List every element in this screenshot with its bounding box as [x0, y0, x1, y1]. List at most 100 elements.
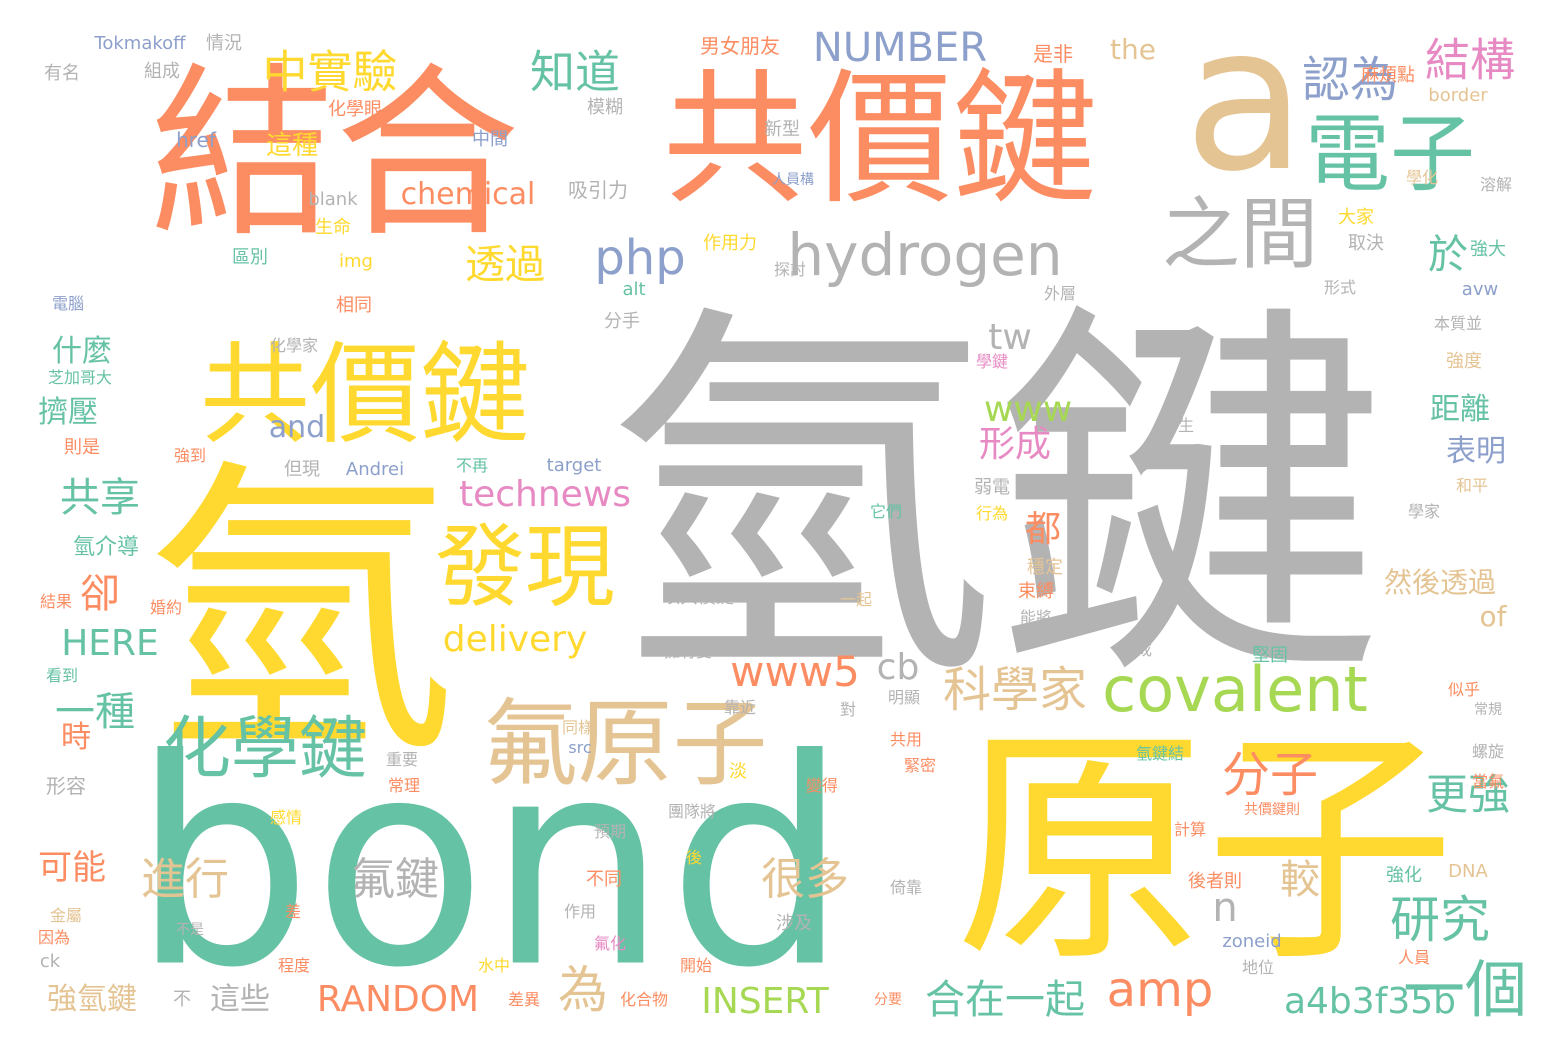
word-andrei: Andrei [345, 459, 405, 480]
word-to: 對 [839, 700, 857, 719]
word-compose: 組成 [144, 61, 180, 82]
word-at: 於 [1428, 232, 1468, 278]
word-has-double: 擁有雙 [663, 642, 713, 661]
word-poor: 差 [284, 902, 302, 921]
word-new-type: 新型 [764, 119, 800, 140]
word-obvious: 明顯 [887, 688, 921, 707]
word-fluorine-atom: 氟原子 [482, 689, 768, 800]
word-delivery: delivery [442, 619, 588, 660]
word-all: 都 [1024, 509, 1062, 550]
word-expect: 預期 [593, 822, 627, 841]
word-covalent-bond-orange: 共價鍵 [662, 55, 1098, 225]
word-status: 地位 [1241, 958, 1275, 977]
word-blank: blank [308, 189, 358, 210]
word-result: 結果 [39, 592, 73, 611]
word-hydrogen-bond-zh: 氫鍵 [605, 273, 1385, 727]
word-hmediated: 氫介導 [72, 535, 140, 560]
word-shared: 共用 [889, 730, 923, 749]
word-target: target [546, 455, 602, 476]
word-occur: 發生 [1161, 416, 1195, 435]
word-alt: alt [622, 279, 646, 300]
word-dissolve: 溶解 [1479, 175, 1513, 194]
word-routine: 常規 [1474, 702, 1502, 718]
word-strong-to: 強到 [173, 446, 207, 465]
word-scholar: 學家 [1407, 502, 1441, 521]
word-powerful: 強大 [1470, 239, 1506, 260]
word-split: 分要 [874, 992, 902, 1008]
word-a: a [1183, 0, 1307, 216]
word-strengthen: 強化 [1386, 865, 1422, 886]
word-a4b3f35b: a4b3f35b [1283, 981, 1457, 1022]
word-force: 作用力 [703, 233, 757, 254]
word-depend: 取決 [1348, 233, 1384, 254]
word-share: 共享 [60, 475, 140, 521]
word-chem2: 學化 [1405, 168, 1439, 187]
word-because: 因為 [37, 928, 71, 947]
word-but-now: 但現 [284, 459, 320, 480]
word-www: www [983, 389, 1073, 430]
word-fluoride: 氟化 [593, 934, 627, 953]
word-here: HERE [61, 623, 159, 664]
word-chem-eye: 化學眼 [328, 99, 382, 120]
word-constitute: 構成 [1119, 640, 1153, 659]
word-when-fluorine: 當氟 [1471, 772, 1505, 791]
word-behavior: 行為 [975, 504, 1009, 523]
word-border: border [1428, 85, 1488, 106]
word-molecule: 分子 [1221, 747, 1319, 803]
word-insert: INSERT [701, 981, 829, 1022]
word-think: 認為 [1301, 52, 1399, 108]
word-covalent: covalent [1102, 653, 1368, 726]
word-important: 重要 [385, 750, 419, 769]
word-possible: 可能 [38, 848, 106, 888]
word-rely: 倚靠 [889, 878, 923, 897]
word-amp: amp [1106, 962, 1214, 1018]
word-random: RANDOM [316, 979, 480, 1020]
word-likewise: 同樣 [561, 718, 595, 737]
word-stable: 穩定 [1027, 557, 1063, 578]
word-one-kind: 一種 [55, 689, 135, 735]
word-attraction: 吸引力 [568, 178, 628, 202]
word-in-experiment: 中實驗 [262, 45, 398, 99]
word-hydrogen: hydrogen [787, 221, 1063, 289]
word-after: 後 [685, 848, 703, 867]
word-n: n [1212, 885, 1238, 931]
word-latter: 後者則 [1188, 871, 1242, 892]
word-squeeze: 擠壓 [38, 395, 98, 430]
word-form2: 形式 [1323, 278, 1357, 297]
word-weak-elec: 弱電 [974, 477, 1010, 498]
word-what: 什麼 [52, 334, 112, 369]
word-common-sense: 常理 [387, 776, 421, 795]
word-can-make: 能將 [1019, 608, 1053, 627]
word-by-covalent: 以共價鍵 [662, 587, 734, 608]
word-structure: 結構 [1424, 33, 1516, 87]
word-everyone: 大家 [1338, 207, 1374, 228]
word-not-is: 不是 [176, 922, 204, 938]
word-vague: 模糊 [587, 97, 623, 118]
word-for: 為 [558, 961, 608, 1019]
word-chem-bond2: 學鍵 [975, 352, 1009, 371]
word-uchicago: 芝加哥大 [47, 368, 113, 387]
word-covalent-then: 共價鍵則 [1244, 802, 1300, 818]
word-calculate: 計算 [1173, 820, 1207, 839]
word-staff: 人員構 [772, 172, 814, 188]
word-of: of [1479, 600, 1507, 633]
word-img: img [339, 251, 373, 272]
word-discover: 發現 [435, 515, 615, 620]
word-together: 合在一起 [925, 977, 1085, 1023]
word-essence: 本質並 [1433, 314, 1483, 333]
word-involve: 涉及 [776, 913, 812, 934]
word-ck: ck [39, 951, 61, 972]
word-cb: cb [876, 647, 920, 688]
word-php: php [594, 230, 686, 286]
word-indicate: 表明 [1446, 434, 1506, 469]
word-explore: 探討 [773, 260, 807, 279]
word-combine: 結合 [150, 46, 520, 263]
word-breakup: 分手 [604, 311, 640, 332]
word-computer: 電腦 [51, 294, 85, 313]
word-hydrogen-zh: 氫 [145, 434, 455, 795]
word-chemical: chemical [400, 177, 536, 212]
word-fluorine-bond: 氟鍵 [351, 854, 439, 905]
word-technews: technews [458, 474, 632, 515]
word-degree: 程度 [277, 956, 311, 975]
